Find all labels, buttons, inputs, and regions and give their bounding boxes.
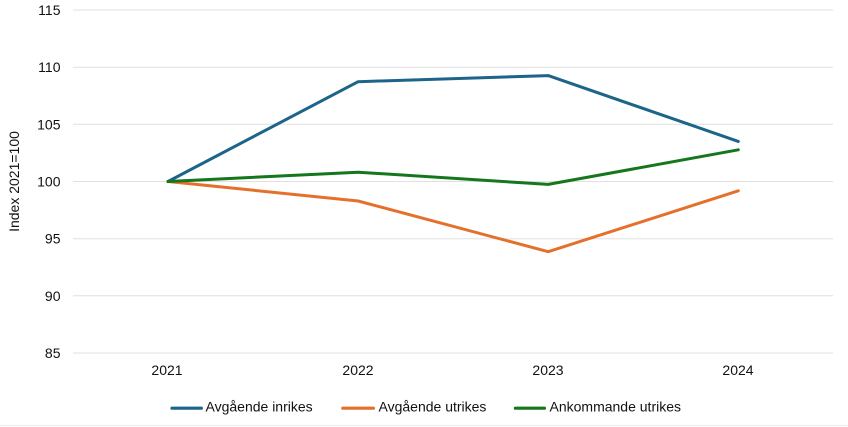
svg-text:Avgående inrikes: Avgående inrikes — [206, 399, 313, 415]
svg-text:2023: 2023 — [532, 362, 563, 378]
svg-text:100: 100 — [37, 174, 61, 190]
svg-text:Avgående utrikes: Avgående utrikes — [379, 399, 487, 415]
svg-text:105: 105 — [37, 116, 61, 132]
svg-text:Ankommande utrikes: Ankommande utrikes — [550, 399, 682, 415]
svg-text:85: 85 — [45, 345, 61, 361]
svg-text:2022: 2022 — [342, 362, 373, 378]
svg-text:95: 95 — [45, 231, 61, 247]
svg-text:2024: 2024 — [722, 362, 753, 378]
svg-text:115: 115 — [38, 2, 61, 18]
svg-text:2021: 2021 — [151, 362, 182, 378]
svg-text:Index 2021=100: Index 2021=100 — [6, 131, 22, 232]
svg-text:110: 110 — [38, 59, 61, 75]
svg-text:90: 90 — [45, 288, 61, 304]
